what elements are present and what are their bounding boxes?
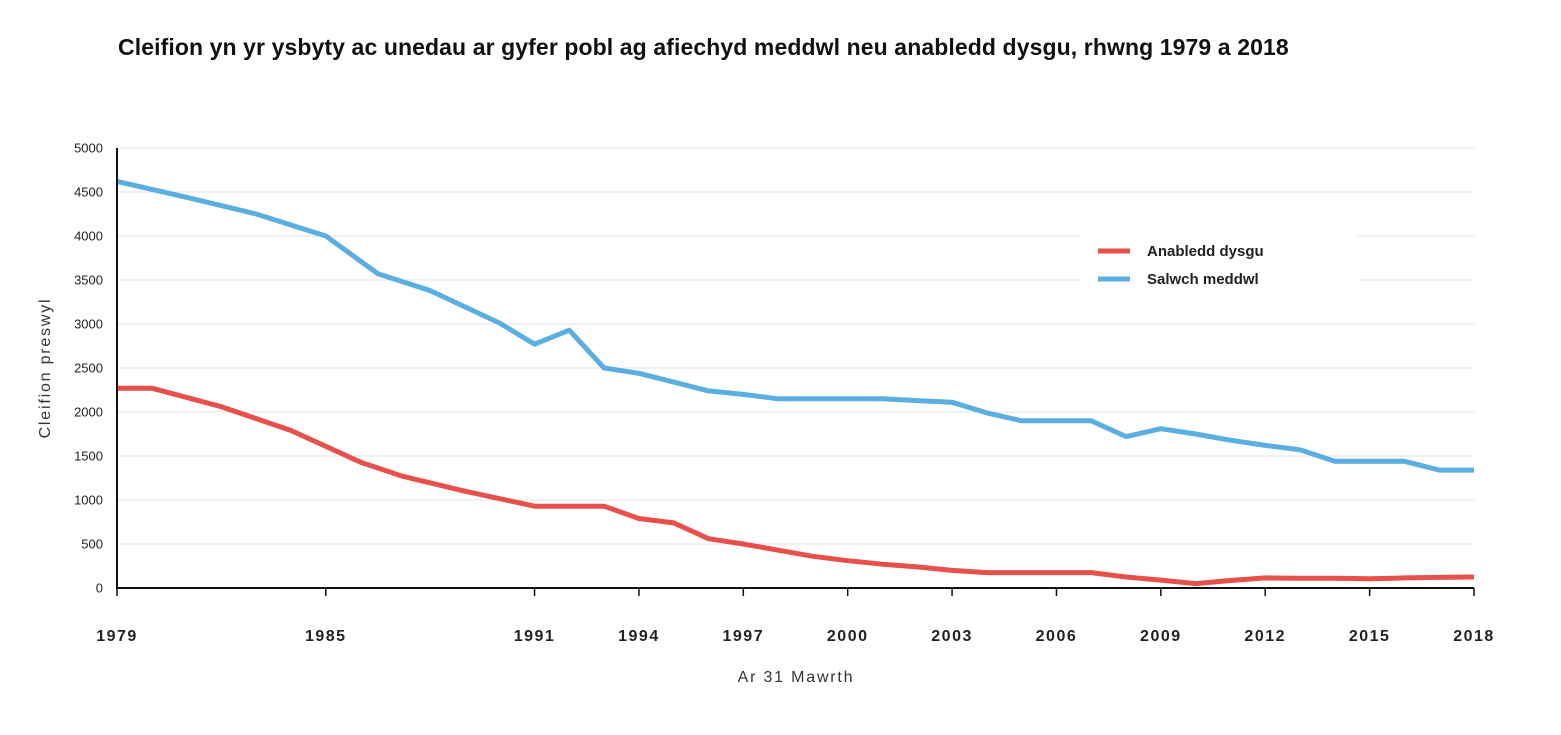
y-axis-ticks: 0 500 1000 1500 2000 2500 3000 3500 4000 4500 5000 (74, 141, 103, 596)
x-tick-label: 2018 (1453, 628, 1495, 645)
series-line-anabledd-dysgu (117, 385, 1475, 587)
gridlines (117, 147, 1474, 545)
x-tick-label: 1979 (96, 628, 138, 645)
y-tick-label: 5000 (74, 141, 103, 156)
axes (116, 148, 1474, 589)
x-tick-label: 1994 (618, 628, 660, 645)
x-axis-ticks: 1979 1985 1991 1994 1997 2000 2003 2006 2009 2012… (96, 588, 1495, 645)
x-tick-label: 2000 (827, 628, 869, 645)
y-tick-label: 2000 (74, 405, 103, 420)
series-lines (116, 178, 1475, 587)
x-tick-label: 2012 (1244, 628, 1286, 645)
x-axis-label: Ar 31 Mawrth (738, 669, 855, 686)
legend-background (1080, 232, 1358, 294)
x-tick-label: 2006 (1036, 628, 1078, 645)
x-tick-label: 2003 (931, 628, 973, 645)
chart-title: Cleifion yn yr ysbyty ac unedau ar gyfer… (118, 34, 1289, 60)
legend-label-anabledd-dysgu: Anabledd dysgu (1147, 243, 1264, 260)
y-tick-label: 4000 (74, 229, 103, 244)
x-tick-label: 2009 (1140, 628, 1182, 645)
series-line-salwch-meddwl (116, 178, 1474, 473)
y-axis-label: Cleifion preswyl (37, 298, 54, 439)
x-tick-label: 1997 (723, 628, 765, 645)
legend-label-salwch-meddwl: Salwch meddwl (1147, 271, 1259, 288)
x-tick-label: 1991 (514, 628, 556, 645)
y-tick-label: 4500 (74, 185, 103, 200)
y-tick-label: 3500 (74, 273, 103, 288)
x-tick-label: 2015 (1349, 628, 1391, 645)
y-tick-label: 2500 (74, 361, 103, 376)
y-tick-label: 1000 (74, 493, 103, 508)
legend: Anabledd dysgu Salwch meddwl (1080, 232, 1358, 294)
y-tick-label: 500 (81, 537, 103, 552)
x-tick-label: 1985 (305, 628, 347, 645)
y-tick-label: 1500 (74, 449, 103, 464)
y-tick-label: 3000 (74, 317, 103, 332)
y-tick-label: 0 (96, 581, 103, 596)
